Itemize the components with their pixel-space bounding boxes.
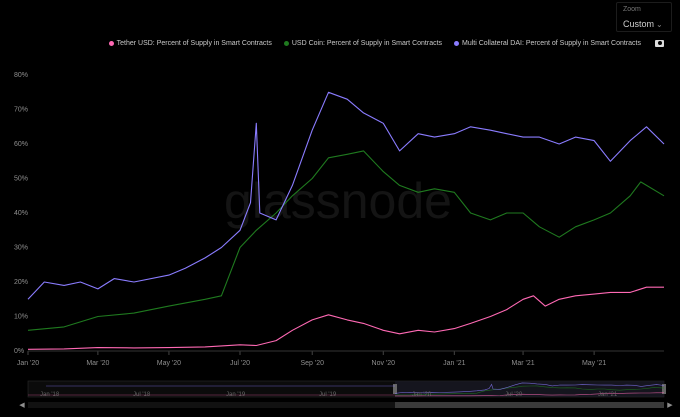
camera-icon[interactable] [655, 39, 664, 47]
navigator[interactable]: Jan '18 Jul '18 Jan '19 Jul '19 Jan '20 Jul '… [27, 380, 666, 398]
navigator-tick-label: Jan '18 [40, 392, 60, 398]
x-tick-label: May '20 [157, 360, 181, 367]
x-tick-label: Jan '21 [443, 360, 465, 367]
y-tick-label: 60% [14, 141, 28, 148]
scroll-right-arrow-icon[interactable]: ▶ [667, 402, 673, 409]
navigator-series-0 [395, 392, 664, 397]
legend-item-tether[interactable]: Tether USD: Percent of Supply in Smart C… [108, 39, 272, 47]
zoom-label: Zoom [623, 6, 641, 13]
y-axis: 0% 10% 20% 30% 40% 50% 60% 70% 80% [14, 72, 28, 355]
y-tick-label: 80% [14, 72, 28, 79]
legend-item-dai[interactable]: Multi Collateral DAI: Percent of Supply … [454, 40, 641, 47]
legend-label-tether: Tether USD: Percent of Supply in Smart C… [116, 39, 272, 47]
scrollbar-track[interactable] [28, 402, 664, 408]
x-axis: Jan '20 Mar '20 May '20 Jul '20 Sep '20 Nov '… [17, 351, 606, 367]
navigator-tick-label: Jul '18 [133, 392, 151, 398]
x-tick-label: Sep '20 [300, 360, 324, 367]
scrollbar-thumb[interactable] [395, 402, 664, 408]
navigator-handle-right[interactable] [662, 384, 666, 394]
legend: Tether USD: Percent of Supply in Smart C… [0, 37, 680, 49]
series-line-1 [27, 150, 665, 331]
x-tick-label: Nov '20 [372, 360, 396, 367]
y-tick-label: 50% [14, 176, 28, 183]
series-line-2 [27, 91, 665, 300]
legend-item-usdc[interactable]: USD Coin: Percent of Supply in Smart Con… [283, 39, 443, 47]
navigator-series-1 [394, 385, 665, 396]
tether-dot-icon [108, 40, 114, 46]
x-tick-label: Jul '20 [230, 360, 250, 367]
zoom-selector[interactable]: Zoom Custom ⌄ [616, 2, 672, 32]
scroll-left-arrow-icon[interactable]: ◀ [19, 402, 25, 409]
series-line-0 [27, 286, 664, 350]
x-tick-label: Mar '20 [86, 360, 109, 367]
navigator-tick-label: Jan '21 [598, 392, 618, 398]
x-tick-label: Jan '20 [17, 360, 39, 367]
y-tick-label: 20% [14, 279, 28, 286]
y-tick-label: 30% [14, 245, 28, 252]
zoom-value: Custom [623, 19, 655, 29]
navigator-tick-label: Jul '20 [505, 392, 523, 398]
watermark: glassnode [224, 173, 452, 229]
navigator-ticks: Jan '18 Jul '18 Jan '19 Jul '19 Jan '20 Jul '… [28, 382, 665, 398]
y-tick-label: 10% [14, 314, 28, 321]
legend-label-usdc: USD Coin: Percent of Supply in Smart Con… [291, 39, 443, 47]
navigator-tick-label: Jan '19 [226, 392, 246, 398]
x-tick-label: Mar '21 [511, 360, 534, 367]
usdc-dot-icon [283, 40, 289, 46]
chevron-down-icon: ⌄ [656, 20, 663, 29]
y-tick-label: 40% [14, 210, 28, 217]
navigator-tick-label: Jan '20 [412, 392, 432, 398]
navigator-series-2 [394, 382, 665, 394]
y-tick-label: 70% [14, 107, 28, 114]
legend-label-dai: Multi Collateral DAI: Percent of Supply … [462, 39, 641, 47]
dai-dot-icon [454, 40, 460, 46]
navigator-tick-label: Jul '19 [319, 392, 337, 398]
x-tick-label: May '21 [582, 360, 606, 367]
plot-area [27, 91, 665, 350]
y-tick-label: 0% [14, 348, 24, 355]
navigator-handle-left[interactable] [393, 384, 397, 394]
